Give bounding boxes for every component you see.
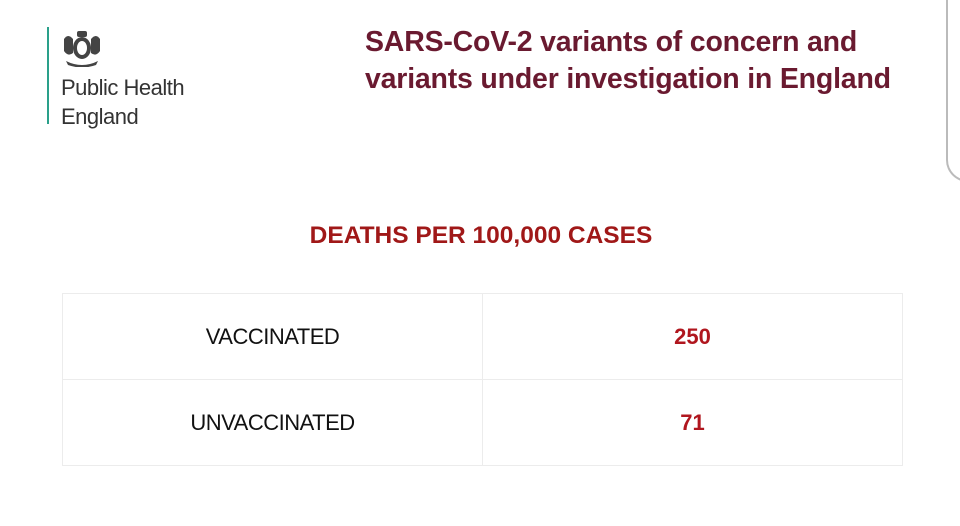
- row-label: VACCINATED: [62, 293, 483, 380]
- org-line-2: England: [61, 104, 139, 129]
- page-title: SARS-CoV-2 variants of concern and varia…: [365, 26, 891, 95]
- royal-crest-icon: [64, 31, 100, 67]
- deaths-table: VACCINATED 250 UNVACCINATED 71: [62, 293, 903, 466]
- row-value: 71: [482, 379, 903, 466]
- row-value: 250: [482, 293, 903, 380]
- logo-accent-bar: [47, 27, 49, 124]
- org-line-1: Public Health: [61, 75, 185, 100]
- table-row: VACCINATED 250: [62, 293, 903, 380]
- row-label: UNVACCINATED: [62, 379, 483, 466]
- table-row: UNVACCINATED 71: [62, 379, 903, 466]
- organization-name: Public Health England: [61, 73, 185, 131]
- table-heading: DEATHS PER 100,000 CASES: [309, 222, 653, 249]
